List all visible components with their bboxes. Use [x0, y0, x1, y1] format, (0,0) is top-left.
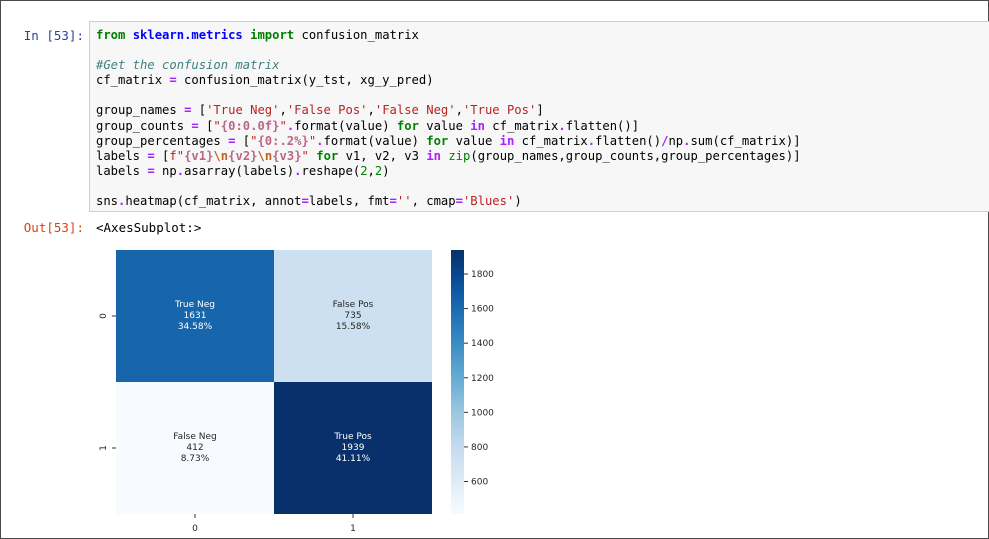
output-prompt: Out[53]:: [23, 220, 84, 235]
code-line-1: from sklearn.metrics import confusion_ma…: [96, 28, 419, 42]
colorbar: [451, 250, 464, 514]
colorbar-tick-label: 1400: [471, 339, 494, 349]
code-line-8: group_percentages = ["{0:.2%}".format(va…: [96, 133, 801, 148]
heatmap-cell: [116, 250, 274, 382]
colorbar-tick-label: 1200: [471, 374, 494, 384]
code-editor[interactable]: from sklearn.metrics import confusion_ma…: [96, 28, 801, 209]
cell-annotation: 412: [186, 443, 203, 453]
cell-annotation: 15.58%: [336, 322, 371, 332]
code-line-12: sns.heatmap(cf_matrix, annot=labels, fmt…: [96, 194, 522, 209]
heatmap-cell: [274, 382, 432, 514]
code-line-10: labels = np.asarray(labels).reshape(2,2): [96, 163, 390, 178]
colorbar-tick-label: 1800: [471, 270, 494, 280]
code-line-4: cf_matrix = confusion_matrix(y_tst, xg_y…: [96, 73, 434, 88]
colorbar-tick-label: 600: [471, 477, 488, 487]
cell-annotation: False Pos: [333, 300, 374, 310]
cell-annotation: 41.11%: [336, 454, 371, 464]
code-line-9: labels = [f"{v1}\n{v2}\n{v3}" for v1, v2…: [96, 148, 801, 163]
colorbar-tick-label: 800: [471, 443, 488, 453]
cell-annotation: 1631: [184, 311, 207, 321]
x-tick-label: 1: [350, 524, 356, 534]
colorbar-tick-label: 1600: [471, 305, 494, 315]
code-line-6: group_names = ['True Neg','False Pos','F…: [96, 103, 544, 118]
cell-annotation: 1939: [342, 443, 365, 453]
y-tick-label: 1: [99, 445, 109, 451]
cell-annotation: 34.58%: [178, 322, 213, 332]
cell-annotation: 8.73%: [181, 454, 210, 464]
cell-annotation: 735: [344, 311, 361, 321]
code-line-3: #Get the confusion matrix: [96, 58, 280, 73]
code-cell[interactable]: from sklearn.metrics import confusion_ma…: [89, 21, 989, 212]
code-line-7: group_counts = ["{0:0.0f}".format(value)…: [96, 118, 640, 133]
cell-annotation: False Neg: [173, 432, 216, 442]
colorbar-tick-label: 1000: [471, 408, 494, 418]
cell-annotation: True Neg: [174, 300, 215, 310]
input-prompt: In [53]:: [23, 28, 84, 43]
heatmap-cell: [274, 250, 432, 382]
y-tick-label: 0: [99, 313, 109, 319]
heatmap-cell: [116, 382, 274, 514]
cell-annotation: True Pos: [333, 432, 372, 442]
output-repr-text: <AxesSubplot:>: [96, 220, 202, 235]
x-tick-label: 0: [192, 524, 198, 534]
